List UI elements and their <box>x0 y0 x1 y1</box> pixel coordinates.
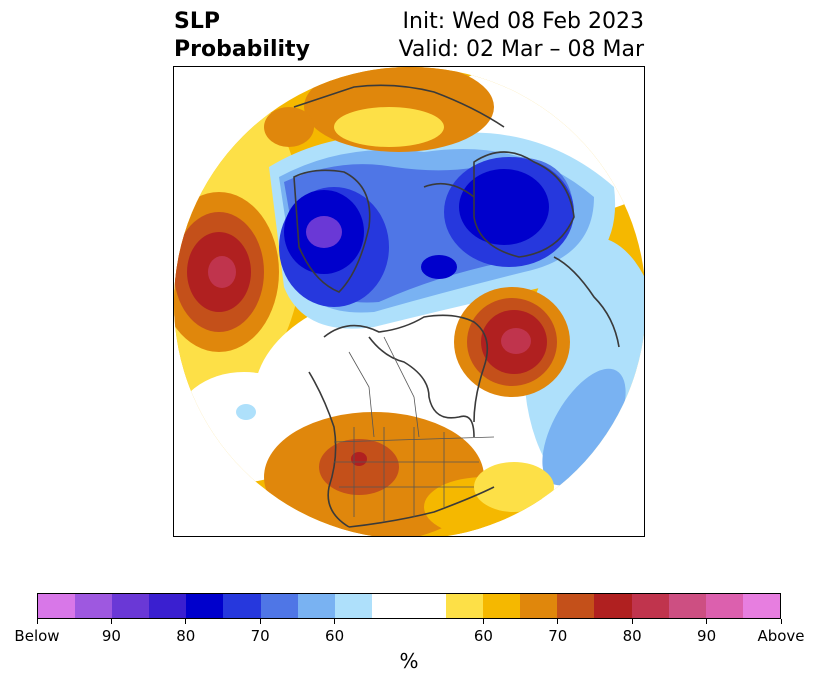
colorbar-segment <box>260 594 298 618</box>
below-deep-east <box>459 169 549 245</box>
colorbar-segment <box>75 594 113 618</box>
colorbar-segment <box>520 594 558 618</box>
colorbar-segment <box>38 594 76 618</box>
colorbar-tick <box>482 619 484 624</box>
colorbar-tick-label: Below <box>14 627 60 645</box>
above-orange-top-left <box>264 107 314 147</box>
colorbar-tick-label: 80 <box>622 627 642 645</box>
above-rose-left <box>208 256 236 288</box>
above-mid-us <box>319 439 399 495</box>
colorbar-tick <box>631 619 633 624</box>
map-title: SLP Probability <box>174 8 310 64</box>
colorbar-tick-label: 60 <box>473 627 493 645</box>
init-date: Init: Wed 08 Feb 2023 <box>402 9 644 34</box>
colorbar-tick-label: 90 <box>697 627 717 645</box>
colorbar-segment <box>594 594 632 618</box>
colorbar-segment <box>742 594 780 618</box>
title-line-variable: SLP <box>174 9 220 34</box>
colorbar-tick-label: 70 <box>250 627 270 645</box>
colorbar-segment <box>668 594 706 618</box>
colorbar-unit: % <box>399 649 419 673</box>
colorbar-segment <box>371 594 409 618</box>
above-gold-top-inner <box>334 107 444 147</box>
colorbar-tick <box>185 619 187 624</box>
below-purple-west <box>306 216 342 248</box>
colorbar-tick-label: 70 <box>548 627 568 645</box>
colorbar-segment <box>334 594 372 618</box>
map-dates: Init: Wed 08 Feb 2023 Valid: 02 Mar – 08… <box>399 8 644 64</box>
valid-range: Valid: 02 Mar – 08 Mar <box>398 37 644 62</box>
colorbar-tick-label: 60 <box>325 627 345 645</box>
above-rose-right <box>501 328 531 354</box>
above-strong-us <box>351 452 367 466</box>
colorbar-segment <box>446 594 484 618</box>
colorbar-segment <box>223 594 261 618</box>
colorbar <box>37 593 781 619</box>
above-yellow-us-edge <box>474 462 554 512</box>
colorbar-segment <box>557 594 595 618</box>
below-deep-center <box>421 255 457 279</box>
colorbar-segment <box>631 594 669 618</box>
title-line-metric: Probability <box>174 37 310 62</box>
colorbar-tick <box>706 619 708 624</box>
colorbar-segment <box>112 594 150 618</box>
colorbar-segment <box>705 594 743 618</box>
colorbar-segment <box>297 594 335 618</box>
colorbar-segment <box>483 594 521 618</box>
colorbar-tick-label: 90 <box>101 627 121 645</box>
colorbar-tick <box>259 619 261 624</box>
colorbar-tick-label: 80 <box>176 627 196 645</box>
colorbar-tick <box>334 619 336 624</box>
colorbar-tick <box>110 619 112 624</box>
colorbar-tick-label: Above <box>757 627 805 645</box>
probability-map <box>174 67 644 536</box>
colorbar-segment <box>186 594 224 618</box>
colorbar-segment <box>149 594 187 618</box>
colorbar-tick <box>557 619 559 624</box>
below-light-small <box>236 404 256 420</box>
colorbar-tick <box>780 619 782 624</box>
below-sky-right <box>542 368 626 486</box>
colorbar-tick <box>36 619 38 624</box>
coastlines <box>293 84 620 528</box>
map-panel <box>173 66 645 537</box>
colorbar-segment <box>408 594 447 618</box>
